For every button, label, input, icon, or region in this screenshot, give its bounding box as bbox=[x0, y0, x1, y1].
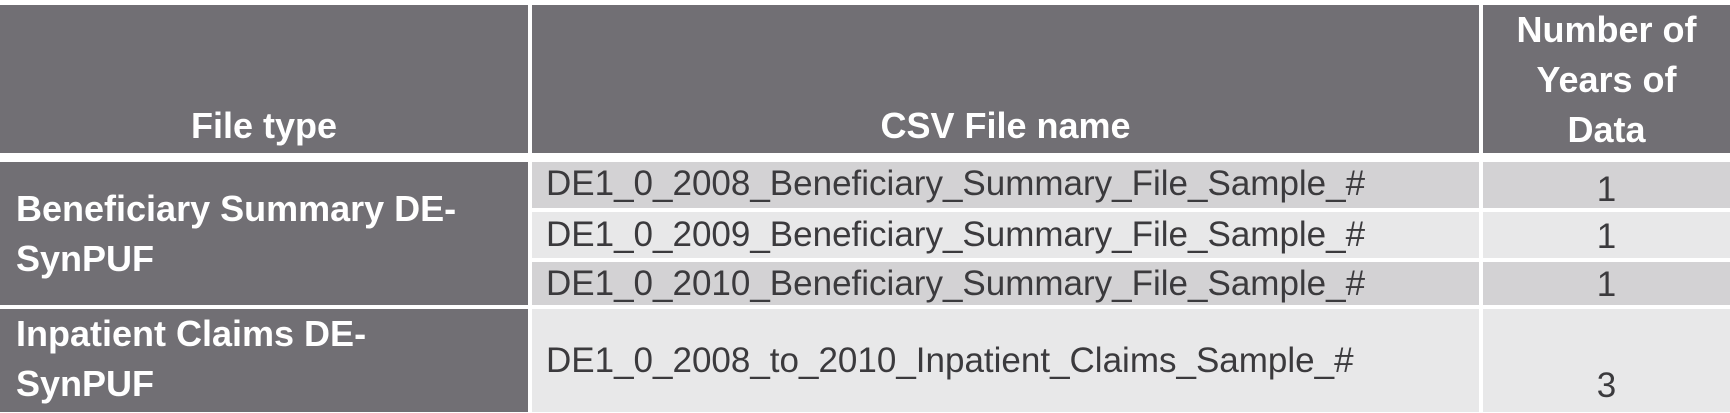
header-file-type-label: File type bbox=[190, 105, 338, 146]
header-csv-file-name: CSV File name bbox=[532, 5, 1479, 153]
table-row-years: 1 bbox=[1483, 262, 1730, 305]
file-type-line-2: SynPUF bbox=[16, 363, 155, 404]
file-name-text: DE1_0_2009_Beneficiary_Summary_File_Samp… bbox=[546, 215, 1366, 254]
table-row-years: 1 bbox=[1483, 212, 1730, 258]
table-row-file-name: DE1_0_2008_to_2010_Inpatient_Claims_Samp… bbox=[532, 309, 1479, 412]
table-row-file-name: DE1_0_2009_Beneficiary_Summary_File_Samp… bbox=[532, 212, 1479, 258]
file-name-text: DE1_0_2010_Beneficiary_Summary_File_Samp… bbox=[546, 264, 1366, 303]
years-value: 3 bbox=[1596, 366, 1617, 405]
years-value: 1 bbox=[1596, 217, 1617, 256]
table-row-file-name: DE1_0_2010_Beneficiary_Summary_File_Samp… bbox=[532, 262, 1479, 305]
file-name-text: DE1_0_2008_Beneficiary_Summary_File_Samp… bbox=[546, 164, 1366, 203]
file-type-inpatient-claims: Inpatient Claims DE- SynPUF bbox=[0, 309, 528, 412]
table-row-years: 3 bbox=[1483, 309, 1730, 412]
file-type-line-1: Inpatient Claims DE- bbox=[16, 313, 367, 354]
header-years-of-data: Number of Years of Data bbox=[1483, 5, 1730, 153]
header-years-line-3: Data bbox=[1567, 109, 1646, 150]
table-row-file-name: DE1_0_2008_Beneficiary_Summary_File_Samp… bbox=[532, 162, 1479, 208]
file-type-line-2: SynPUF bbox=[16, 238, 155, 279]
years-value: 1 bbox=[1596, 170, 1617, 209]
file-name-text: DE1_0_2008_to_2010_Inpatient_Claims_Samp… bbox=[546, 341, 1354, 380]
header-years-line-1: Number of bbox=[1516, 9, 1697, 50]
table-row-years: 1 bbox=[1483, 162, 1730, 209]
header-file-type: File type bbox=[0, 5, 528, 153]
header-csv-file-name-label: CSV File name bbox=[880, 105, 1131, 146]
header-years-line-2: Years of bbox=[1536, 59, 1677, 100]
file-type-beneficiary-summary: Beneficiary Summary DE- SynPUF bbox=[0, 162, 528, 305]
file-type-line-1: Beneficiary Summary DE- bbox=[16, 188, 457, 229]
years-value: 1 bbox=[1596, 265, 1617, 304]
